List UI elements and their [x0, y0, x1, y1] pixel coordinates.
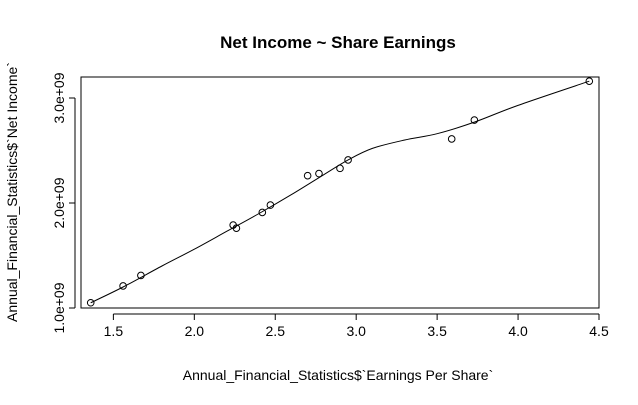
data-point	[86, 298, 95, 307]
x-tick-label: 2.0	[185, 323, 205, 339]
x-tick-label: 3.0	[346, 323, 366, 339]
data-point	[585, 77, 594, 85]
data-point	[137, 271, 145, 280]
y-tick-label: 3.0e+09	[51, 72, 67, 123]
chart-title: Net Income ~ Share Earnings	[220, 33, 456, 52]
smooth-fit-line	[90, 80, 590, 304]
y-tick-label: 1.0e+09	[51, 282, 67, 333]
data-point	[470, 116, 479, 124]
data-point	[303, 171, 312, 180]
plot-frame	[80, 76, 600, 309]
data-point	[258, 208, 267, 217]
x-axis: 1.5 2.0 2.5 3.0 3.5 4.0 4.5	[104, 313, 609, 339]
data-point	[315, 169, 323, 178]
data-point	[232, 224, 241, 232]
data-points	[86, 77, 594, 307]
data-point	[344, 156, 352, 164]
data-point	[447, 135, 456, 143]
data-point	[119, 282, 127, 290]
data-point	[266, 201, 275, 209]
x-tick-label: 2.5	[266, 323, 286, 339]
data-point	[336, 164, 344, 173]
x-tick-label: 1.5	[104, 323, 124, 339]
x-tick-label: 4.5	[589, 323, 609, 339]
y-axis-label: Annual_Financial_Statistics$`Net Income`	[4, 62, 20, 322]
y-axis: 1.0e+09 2.0e+09 3.0e+09	[51, 72, 76, 334]
y-tick-label: 2.0e+09	[51, 177, 67, 228]
x-tick-label: 3.5	[427, 323, 447, 339]
x-tick-label: 4.0	[508, 323, 528, 339]
x-axis-label: Annual_Financial_Statistics$`Earnings Pe…	[183, 367, 494, 383]
